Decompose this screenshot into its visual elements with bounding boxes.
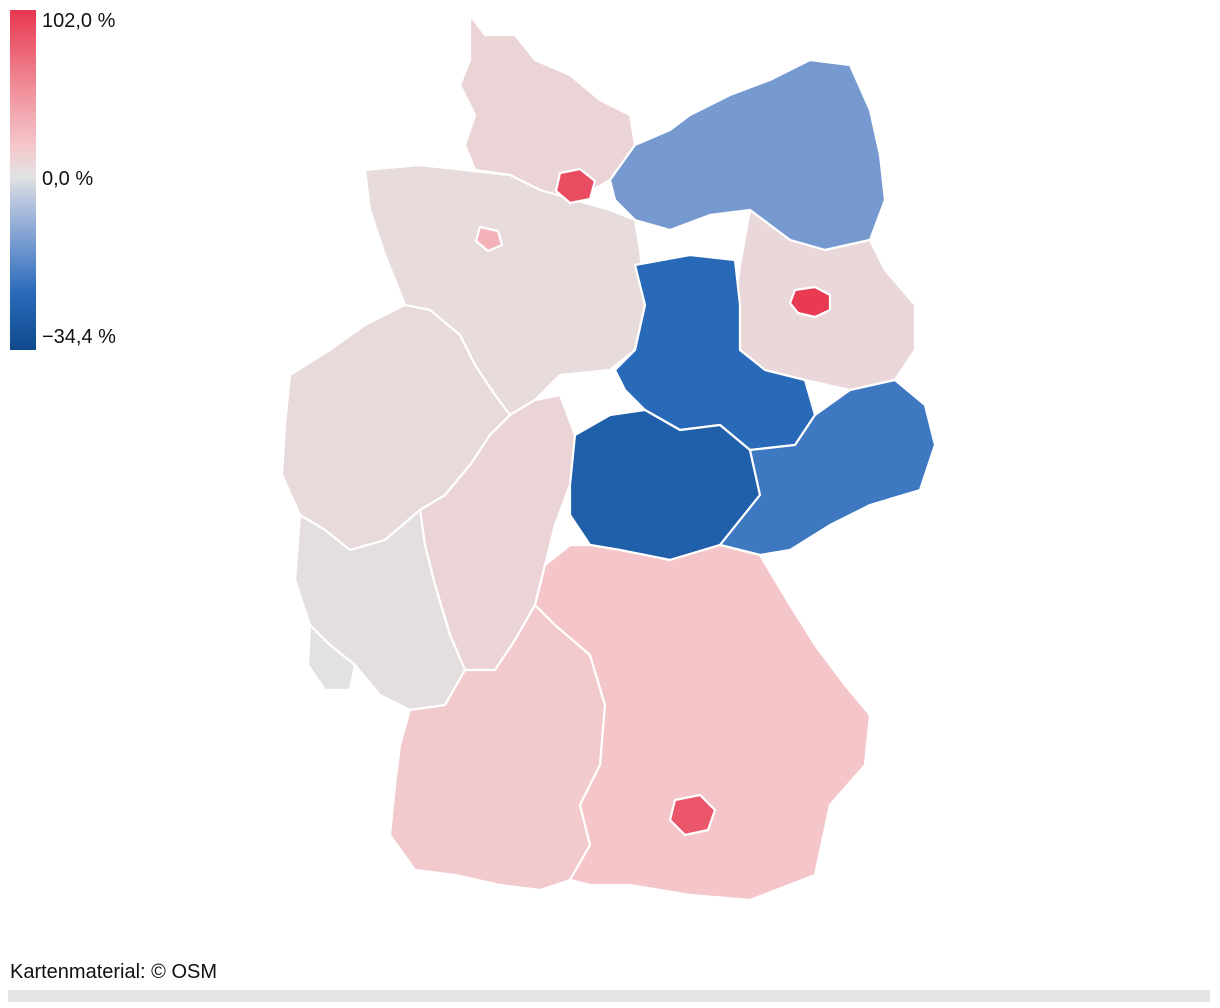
legend-gradient-bar xyxy=(10,10,36,350)
legend-min-label: −34,4 % xyxy=(42,326,116,348)
germany-map xyxy=(270,5,960,920)
region-muenchen[interactable] xyxy=(668,793,717,837)
legend-max-label: 102,0 % xyxy=(42,10,116,32)
region-bayern[interactable] xyxy=(533,543,872,902)
region-saarland[interactable] xyxy=(306,623,357,692)
footer-divider xyxy=(8,990,1210,1002)
color-legend: 102,0 % 0,0 % −34,4 % xyxy=(10,10,150,355)
region-mecklenburg-vorpommern[interactable] xyxy=(608,58,887,252)
region-bremen[interactable] xyxy=(474,225,504,253)
legend-mid-label: 0,0 % xyxy=(42,168,94,190)
map-credit: Kartenmaterial: © OSM xyxy=(10,961,218,983)
region-berlin[interactable] xyxy=(788,285,832,319)
region-hamburg[interactable] xyxy=(554,167,597,205)
germany-map-svg xyxy=(280,13,937,902)
